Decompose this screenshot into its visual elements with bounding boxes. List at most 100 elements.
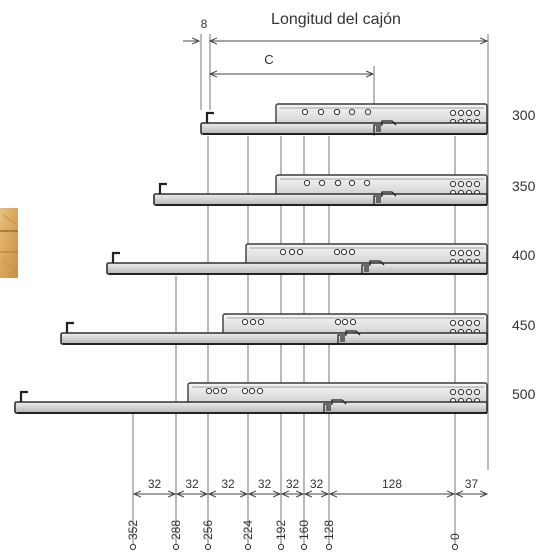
position-label: 288 [169,520,183,540]
mounting-hole [205,387,213,395]
position-dot [277,543,285,551]
locking-clip [373,120,397,135]
slide-row-300: 300 [200,103,536,135]
spacing-label: 32 [185,477,199,491]
slide-row-450: 450 [60,313,536,345]
mounting-hole [348,108,356,116]
spacing-dim: 32 [305,477,328,494]
position-label: 160 [297,520,311,540]
mounting-hole [334,179,342,187]
mounting-hole [473,388,481,396]
spacing-label: 32 [221,477,235,491]
mounting-hole [318,179,326,187]
position-label: 0 [448,533,462,540]
position-marker: 160 [297,520,311,551]
mounting-hole [333,108,341,116]
mounting-hole [241,387,249,395]
mounting-hole [465,388,473,396]
clip-tab [326,405,331,411]
mounting-hole [457,249,465,257]
mounting-hole [249,318,257,326]
position-label: 224 [241,520,255,540]
mounting-hole [303,179,311,187]
position-dot [451,543,459,551]
drawer-size-label: 450 [512,317,536,333]
mounting-hole [465,180,473,188]
mounting-hole [449,180,457,188]
mounting-hole [364,108,372,116]
mounting-hole [363,179,371,187]
spacing-label: 32 [148,477,162,491]
slide-row-400: 400 [106,243,536,275]
mounting-hole [473,249,481,257]
mounting-hole [473,180,481,188]
front-hook [111,251,120,263]
mounting-hole [457,388,465,396]
spacing-dim: 32 [177,477,207,494]
mounting-hole [473,319,481,327]
mounting-hole [256,387,264,395]
position-marker: 352 [126,520,140,551]
drawer-size-label: 300 [512,107,536,123]
position-marker: 256 [201,520,215,551]
mounting-hole [241,318,249,326]
mounting-hole [288,248,296,256]
front-hook [65,321,74,333]
mounting-hole [334,318,342,326]
spacing-dim: 37 [456,477,487,494]
spacing-label: 32 [286,477,300,491]
locking-clip [337,330,361,345]
spacing-label: 37 [465,477,479,491]
mounting-hole [348,179,356,187]
slide-row-500: 500 [14,382,536,414]
top-dimensions: Longitud del cajón 8 C [183,11,489,470]
mounting-hole [248,387,256,395]
front-hook [205,111,214,123]
position-dot [300,543,308,551]
front-hook [19,390,28,402]
mounting-hole [301,108,309,116]
spacing-label: 32 [310,477,324,491]
mounting-hole [449,319,457,327]
slide-row-350: 350 [153,174,536,206]
clip-tab [376,126,381,132]
mounting-hole [465,249,473,257]
dim-8-label: 8 [201,17,208,31]
drawer-size-label: 350 [512,178,536,194]
position-label: 128 [322,520,336,540]
spacing-dim: 32 [282,477,303,494]
mounting-hole [279,248,287,256]
spacing-dim: 32 [249,477,280,494]
mounting-hole [349,318,357,326]
spacing-dim: 32 [209,477,247,494]
position-dot [129,543,137,551]
position-dot [204,543,212,551]
mounting-hole [465,109,473,117]
mounting-hole [333,248,341,256]
position-dot [172,543,180,551]
bottom-position-labels: 352 288 256 224 192 160 128 0 [126,520,462,551]
length-title: Longitud del cajón [271,11,401,28]
mounting-hole [457,109,465,117]
slide-rows: 300 350 400 450 500 [14,103,536,414]
position-label: 192 [274,520,288,540]
position-dot [244,543,252,551]
drawer-rail [60,332,488,345]
clip-tab [364,266,369,272]
position-marker: 128 [322,520,336,551]
spacing-dim: 32 [134,477,175,494]
front-hook [158,182,167,194]
drawer-rail [106,262,488,275]
position-marker: 0 [448,533,462,551]
mounting-hole [457,319,465,327]
position-label: 256 [201,520,215,540]
mounting-hole [457,180,465,188]
mounting-hole [340,248,348,256]
mounting-hole [220,387,228,395]
mounting-hole [473,109,481,117]
position-dot [325,543,333,551]
drawer-rail [200,122,488,135]
dim-c-label: C [264,52,273,67]
bottom-spacing-dims: 32 32 32 32 32 32 128 37 [134,477,487,494]
